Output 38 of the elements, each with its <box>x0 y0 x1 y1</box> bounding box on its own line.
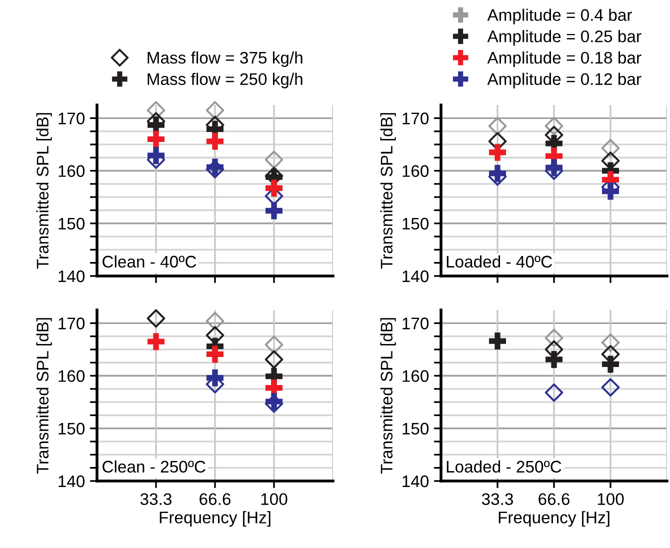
x-tick-label: 66.6 <box>538 493 570 506</box>
annotation: Loaded - 250ºC <box>446 460 562 473</box>
y-tick-label: 140 <box>58 270 85 282</box>
y-tick-label: 150 <box>58 218 85 230</box>
annotation: Clean - 40ºC <box>102 255 196 268</box>
y-tick-label: 160 <box>402 165 429 177</box>
y-tick-label: 140 <box>402 270 429 282</box>
x-tick-label: 100 <box>261 493 288 506</box>
x-tick-label: 100 <box>598 493 624 506</box>
y-tick-label: 170 <box>402 318 429 330</box>
legend-label: Mass flow = 250 kg/h <box>148 72 302 88</box>
y-axis-title: Transmitted SPL [dB] <box>380 113 396 269</box>
legend-label: Amplitude = 0.25 bar <box>487 30 642 46</box>
annotation: Loaded - 40ºC <box>446 255 552 268</box>
x-tick-label: 33.3 <box>140 493 172 506</box>
y-tick-label: 160 <box>402 370 429 382</box>
x-tick-label: 33.3 <box>482 493 513 506</box>
y-tick-label: 140 <box>58 475 85 488</box>
y-tick-label: 150 <box>402 422 429 435</box>
x-axis-title: Frequency [Hz] <box>498 511 610 527</box>
y-axis-title: Transmitted SPL [dB] <box>380 318 396 474</box>
y-tick-label: 170 <box>58 318 85 330</box>
x-tick-label: 66.6 <box>200 493 230 506</box>
y-tick-label: 140 <box>402 475 429 488</box>
y-axis-title: Transmitted SPL [dB] <box>36 113 52 269</box>
y-tick-label: 150 <box>402 218 429 230</box>
y-tick-label: 150 <box>58 422 85 435</box>
y-tick-label: 160 <box>58 370 85 382</box>
y-tick-label: 170 <box>58 112 85 124</box>
legend-label: Amplitude = 0.4 bar <box>487 8 632 24</box>
legend-label: Amplitude = 0.12 bar <box>487 72 642 88</box>
legend-label: Mass flow = 375 kg/h <box>148 51 302 67</box>
x-axis-title: Frequency [Hz] <box>160 511 270 527</box>
y-axis-title: Transmitted SPL [dB] <box>36 318 52 474</box>
y-tick-label: 170 <box>402 112 429 124</box>
annotation: Clean - 250ºC <box>102 460 206 473</box>
y-tick-label: 160 <box>58 165 85 177</box>
legend-label: Amplitude = 0.18 bar <box>487 51 642 67</box>
